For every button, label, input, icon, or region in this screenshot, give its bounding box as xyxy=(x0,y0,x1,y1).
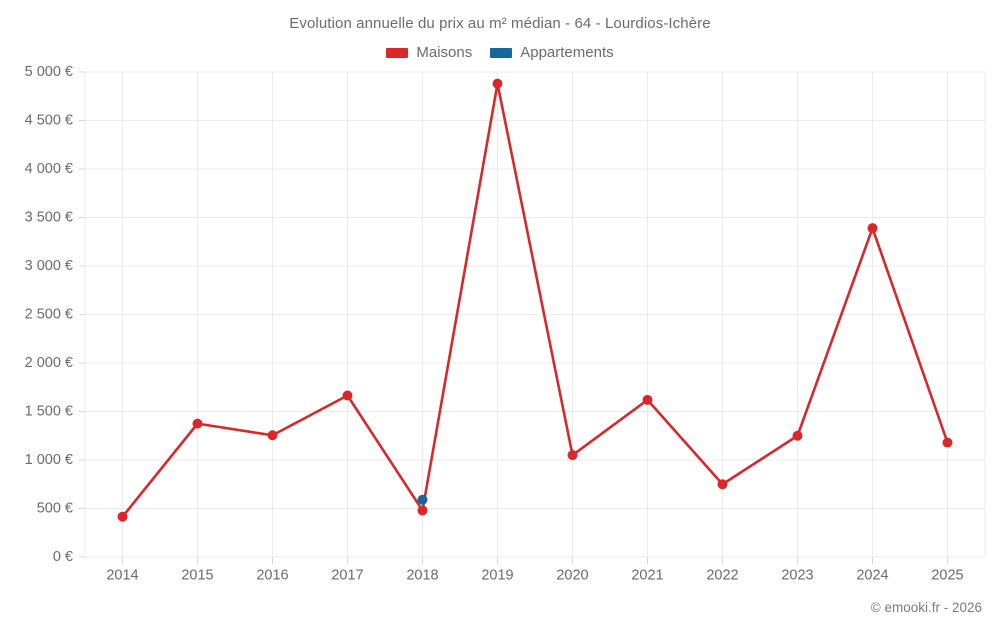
data-point-appartements-2018[interactable] xyxy=(417,494,428,505)
legend-item-appartements[interactable]: Appartements xyxy=(490,44,614,61)
data-point-maisons-2014[interactable] xyxy=(117,511,128,522)
legend-label-maisons: Maisons xyxy=(416,44,473,61)
data-point-maisons-2016[interactable] xyxy=(267,430,278,441)
data-point-maisons-2021[interactable] xyxy=(642,394,653,405)
data-point-maisons-2018[interactable] xyxy=(417,505,428,516)
chart-legend: Maisons Appartements xyxy=(0,44,1000,61)
y-axis-tick-label: 3 500 € xyxy=(25,209,73,225)
copyright-credit: © emooki.fr - 2026 xyxy=(870,600,982,615)
y-axis-tick-label: 1 500 € xyxy=(25,403,73,419)
x-axis-tick-label: 2021 xyxy=(631,568,663,584)
x-axis-tick-label: 2022 xyxy=(706,568,738,584)
legend-swatch-appartements xyxy=(490,47,513,58)
data-point-maisons-2015[interactable] xyxy=(192,418,203,429)
y-axis-tick-label: 1 000 € xyxy=(25,452,73,468)
data-point-maisons-2025[interactable] xyxy=(942,437,953,448)
x-axis-tick-label: 2025 xyxy=(931,568,963,584)
legend-swatch-maisons xyxy=(386,47,409,58)
x-axis-tick-label: 2015 xyxy=(181,568,213,584)
x-axis-tick-label: 2019 xyxy=(481,568,513,584)
x-axis-tick-label: 2024 xyxy=(856,568,888,584)
data-point-maisons-2023[interactable] xyxy=(792,430,803,441)
data-point-maisons-2020[interactable] xyxy=(567,450,578,461)
y-axis-tick-label: 0 € xyxy=(53,549,73,565)
x-axis-tick-label: 2023 xyxy=(781,568,813,584)
data-point-maisons-2024[interactable] xyxy=(867,223,878,234)
y-axis-tick-label: 5 000 € xyxy=(25,64,73,80)
y-axis-tick-label: 2 000 € xyxy=(25,355,73,371)
x-axis-tick-label: 2014 xyxy=(106,568,138,584)
y-axis-tick-label: 2 500 € xyxy=(25,306,73,322)
legend-item-maisons[interactable]: Maisons xyxy=(386,44,472,61)
x-axis-tick-label: 2020 xyxy=(556,568,588,584)
data-point-maisons-2022[interactable] xyxy=(717,479,728,490)
y-axis-tick-label: 4 000 € xyxy=(25,161,73,177)
series-line-maisons xyxy=(121,82,949,519)
data-point-maisons-2019[interactable] xyxy=(492,78,503,89)
chart-title: Evolution annuelle du prix au m² médian … xyxy=(289,15,711,32)
x-axis-tick-label: 2017 xyxy=(331,568,363,584)
y-axis-tick-label: 500 € xyxy=(37,500,73,516)
y-axis-tick-label: 4 500 € xyxy=(25,112,73,128)
y-axis-tick-label: 3 000 € xyxy=(25,258,73,274)
data-point-maisons-2017[interactable] xyxy=(342,390,353,401)
legend-label-appartements: Appartements xyxy=(520,44,614,61)
x-axis-tick-label: 2016 xyxy=(256,568,288,584)
x-axis-tick-label: 2018 xyxy=(406,568,438,584)
